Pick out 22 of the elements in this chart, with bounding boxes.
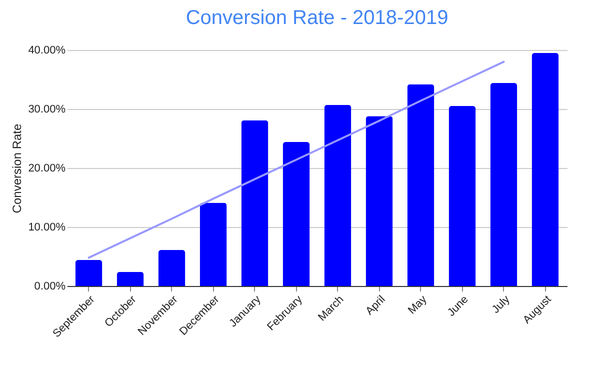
- y-tick-label: 30.00%: [28, 104, 66, 116]
- y-axis-title: Conversion Rate: [10, 123, 24, 214]
- bar: [324, 104, 352, 286]
- bar: [75, 260, 102, 286]
- x-tick-label: July: [490, 293, 513, 316]
- bar: [490, 83, 518, 286]
- chart-title: Conversion Rate - 2018-2019: [186, 7, 448, 29]
- bar: [407, 84, 434, 286]
- x-tick-label: May: [406, 293, 430, 317]
- bar: [116, 272, 144, 286]
- y-tick-label: 10.00%: [28, 222, 66, 234]
- y-tick-label: 20.00%: [28, 162, 66, 174]
- bar: [158, 250, 186, 286]
- bar: [200, 202, 227, 286]
- y-tick-label: 0.00%: [34, 280, 66, 292]
- bar: [282, 142, 310, 286]
- bar: [366, 116, 393, 286]
- y-tick-label: 40.00%: [28, 44, 66, 56]
- line-series: [88, 60, 505, 259]
- bar: [532, 52, 559, 286]
- bar: [448, 106, 476, 286]
- bar: [241, 120, 268, 286]
